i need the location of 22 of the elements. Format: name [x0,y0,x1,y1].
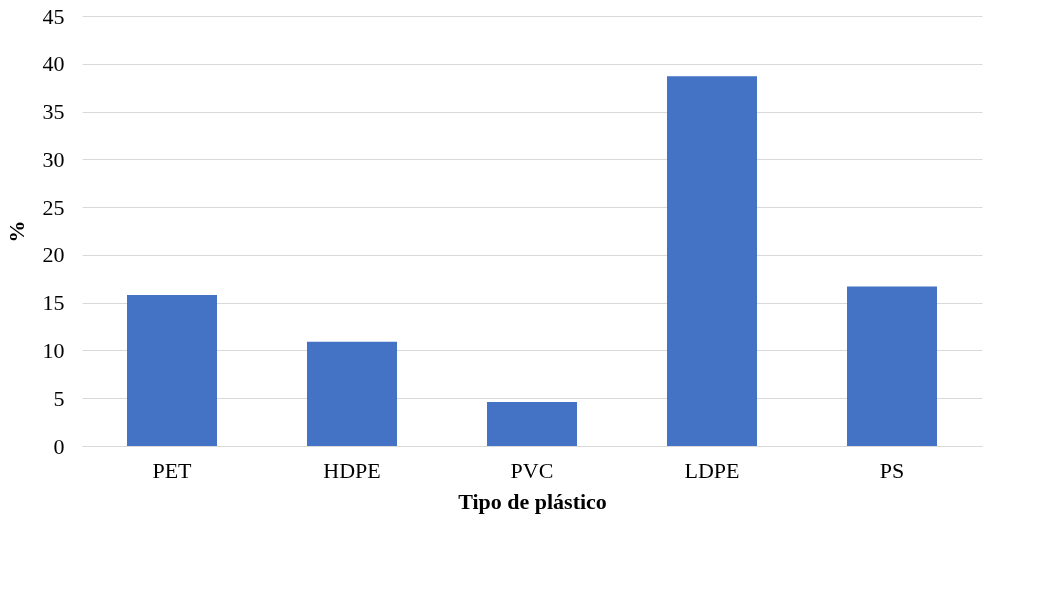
bar [847,286,937,446]
bar [667,76,757,446]
x-tick-label: HDPE [323,457,381,483]
x-axis-title: Tipo de plástico [458,488,607,514]
y-tick-label: 45 [42,3,65,29]
bar [307,341,397,446]
bar [127,295,217,446]
bar [487,402,577,446]
y-tick-label: 20 [42,242,65,268]
y-tick-label: 35 [42,99,65,125]
x-tick-label: PS [879,457,905,483]
y-tick-label: 15 [42,290,65,316]
y-tick-label: 25 [42,194,65,220]
y-tick-label: 5 [53,385,65,411]
x-tick-label: LDPE [684,457,740,483]
y-axis-title: % [3,220,29,243]
x-tick-label: PVC [510,457,554,483]
y-tick-label: 30 [42,146,65,172]
y-tick-label: 40 [42,51,65,77]
x-tick-label: PET [152,457,193,483]
y-tick-label: 10 [42,337,65,363]
y-tick-label: 0 [53,433,65,459]
